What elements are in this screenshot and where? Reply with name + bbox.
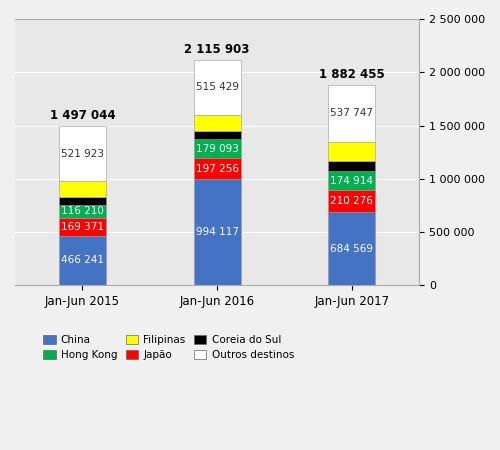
Text: 684 569: 684 569 [330,244,374,254]
Bar [328,85,376,142]
Bar [328,142,376,161]
Text: 197 256: 197 256 [196,164,238,174]
Bar [194,131,240,140]
Bar [194,140,240,158]
Legend: China, Hong Kong, Filipinas, Japão, Coreia do Sul, Outros destinos: China, Hong Kong, Filipinas, Japão, Core… [39,330,298,365]
Bar [328,212,376,285]
Bar [194,180,240,285]
Bar [194,60,240,115]
Text: 515 429: 515 429 [196,82,238,92]
Text: 521 923: 521 923 [61,148,104,159]
Text: 994 117: 994 117 [196,227,238,237]
Bar [59,126,106,181]
Bar [328,161,376,171]
Bar [59,197,106,205]
Bar [59,236,106,285]
Bar [328,171,376,190]
Bar [194,115,240,131]
Text: 2 115 903: 2 115 903 [184,43,250,56]
Text: 537 747: 537 747 [330,108,374,118]
Text: 210 276: 210 276 [330,196,373,206]
Bar [59,181,106,197]
Bar [328,190,376,212]
Bar [59,218,106,236]
Text: 179 093: 179 093 [196,144,238,154]
Text: 169 371: 169 371 [61,222,104,232]
Text: 1 497 044: 1 497 044 [50,109,115,122]
Bar [194,158,240,180]
Text: 1 882 455: 1 882 455 [319,68,384,81]
Text: 466 241: 466 241 [61,256,104,266]
Text: 116 210: 116 210 [61,207,104,216]
Bar [59,205,106,218]
Text: 174 914: 174 914 [330,176,374,186]
